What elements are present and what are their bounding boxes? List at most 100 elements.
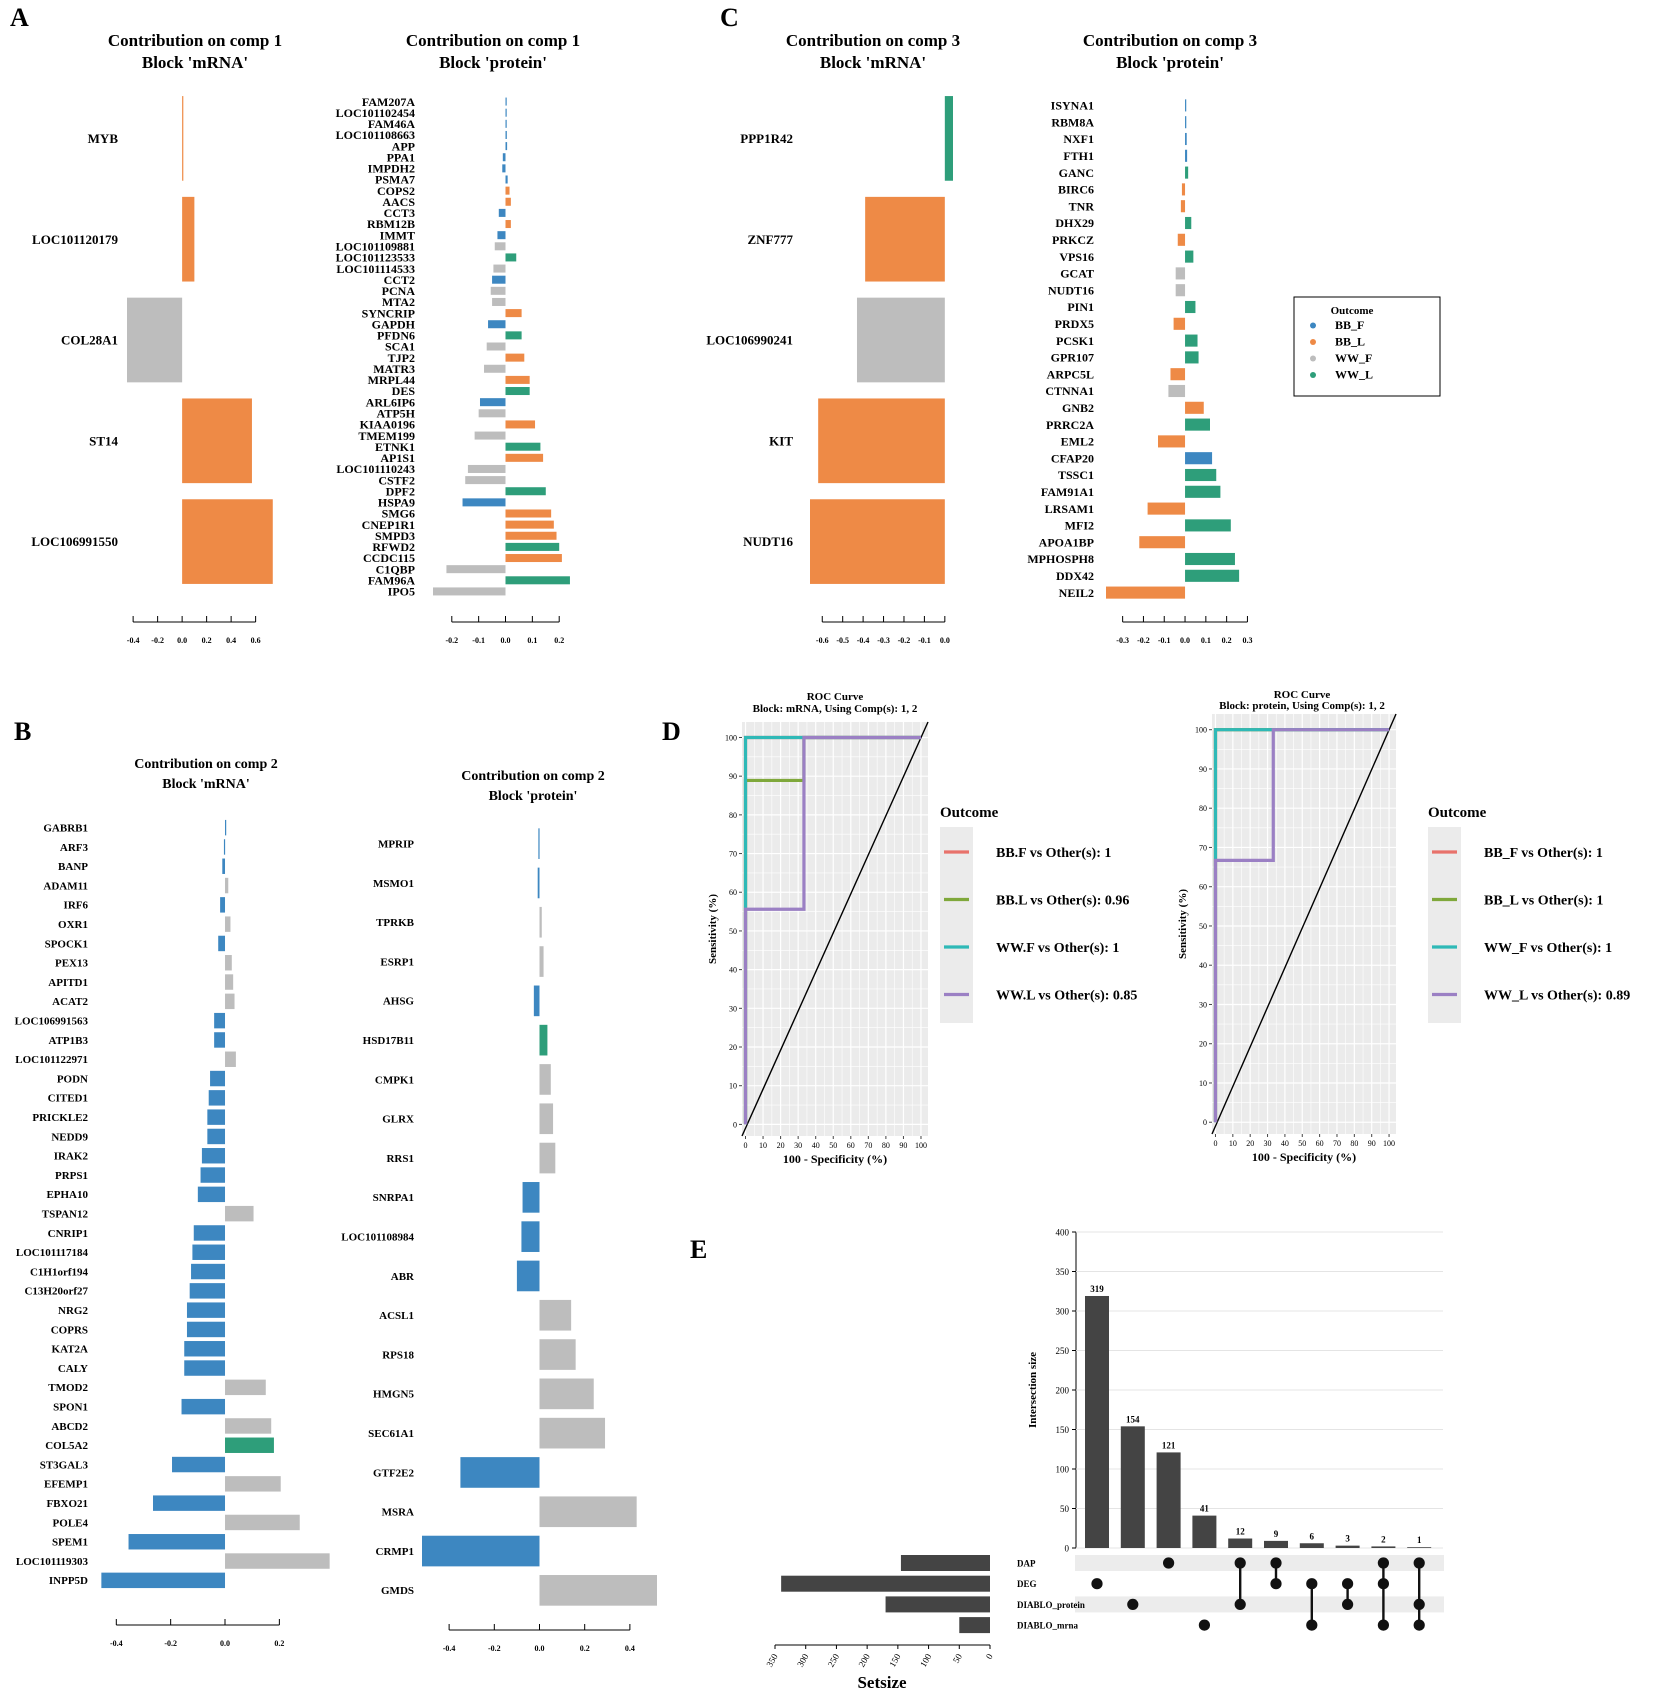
bar-label: PRRC2A — [1046, 418, 1094, 432]
bar-label: PRICKLE2 — [32, 1112, 88, 1124]
bar-label: PSMA7 — [375, 173, 415, 187]
y-tick-label: 80 — [729, 811, 737, 820]
bar-loc101110243 — [467, 464, 506, 473]
bar-hmgn5 — [539, 1378, 594, 1410]
bar-snrpa1 — [522, 1182, 540, 1213]
x-tick-label: -0.4 — [443, 1644, 456, 1653]
matrix-dot — [1306, 1578, 1318, 1590]
x-tick-label: -0.2 — [488, 1644, 501, 1653]
bar-label: EFEMP1 — [44, 1479, 88, 1491]
bar-myb — [182, 96, 184, 181]
bar-kit — [818, 398, 945, 484]
legend-label: WW.L vs Other(s): 0.85 — [996, 989, 1137, 1004]
bar-label: BIRC6 — [1058, 183, 1094, 197]
y-tick-label: 400 — [1056, 1228, 1070, 1238]
legend-label: WW_F vs Other(s): 1 — [1484, 941, 1612, 956]
x-tick-label: 0.0 — [940, 636, 950, 645]
bar-ccdc115 — [505, 554, 562, 563]
x-tick-label: -0.2 — [151, 636, 164, 645]
chart-B-mrna: Contribution on comp 2 Block 'mRNA' GABRB1… — [15, 757, 330, 1648]
bar-label: APOA1BP — [1039, 535, 1094, 549]
bar-mphosph8 — [1185, 552, 1235, 566]
bar-rrs1 — [539, 1142, 556, 1174]
set-label: DIABLO_protein — [1017, 1600, 1085, 1610]
intersection-value-label: 319 — [1090, 1284, 1104, 1294]
bar-label: TNR — [1069, 199, 1095, 213]
bar-dhx29 — [1185, 216, 1192, 230]
bar-label: RPS18 — [382, 1349, 414, 1361]
bar-label: LOC101117184 — [16, 1247, 89, 1259]
bar-tjp2 — [505, 353, 525, 362]
bar-epha10 — [197, 1186, 226, 1203]
bar-syncrip — [505, 309, 522, 318]
bar-abr — [516, 1260, 540, 1292]
intersection-bar — [1156, 1452, 1181, 1548]
bar-label: SEC61A1 — [368, 1428, 414, 1440]
x-tick-label: -0.2 — [445, 636, 458, 645]
y-tick-label: 20 — [1199, 1040, 1207, 1049]
y-tick-label: 50 — [1199, 922, 1207, 931]
bar-label: CTNNA1 — [1045, 384, 1094, 398]
matrix-dot — [1127, 1598, 1139, 1610]
legend-label: WW_L vs Other(s): 0.89 — [1484, 989, 1630, 1004]
bar-label: PEX13 — [55, 958, 89, 970]
bar-ppa1 — [502, 153, 506, 162]
bar-label: CRMP1 — [376, 1546, 415, 1558]
bar-label: MPRIP — [378, 839, 414, 851]
y-tick-label: 50 — [729, 927, 737, 936]
panel-label-a: A — [10, 3, 29, 32]
bar-label: IPO5 — [388, 585, 415, 599]
bar-label: SCA1 — [385, 340, 415, 354]
x-tick-label: 20 — [777, 1141, 785, 1150]
y-tick-label: 80 — [1199, 804, 1207, 813]
bar-label: GCAT — [1060, 267, 1094, 281]
bar-label: MRPL44 — [368, 373, 415, 387]
bar-label: CNRIP1 — [48, 1228, 88, 1240]
panel-label-d: D — [662, 717, 681, 746]
bar-arl6ip6 — [479, 398, 506, 407]
y-tick-label: 100 — [1195, 726, 1207, 735]
bar-label: COL28A1 — [61, 333, 118, 348]
intersection-bar — [1264, 1540, 1288, 1548]
chart-e-upset: 0 50 100 150 200 250 300 350 400 Intersection siz… — [764, 1228, 1444, 1692]
matrix-dot — [1377, 1557, 1389, 1569]
bar-label: RRS1 — [386, 1153, 414, 1165]
panel-label-e: E — [690, 1235, 707, 1264]
legend-box — [1293, 296, 1441, 397]
bar-rfwd2 — [505, 542, 560, 551]
bar-label: AP1S1 — [380, 451, 415, 465]
bar-label: ABCD2 — [51, 1421, 88, 1433]
bar-rbm12b — [505, 220, 511, 229]
y-axis-title: Sensitivity (%) — [707, 894, 719, 964]
bar-loc106991563 — [214, 1012, 226, 1029]
bar-label: CMPK1 — [375, 1074, 414, 1086]
legend-key-background — [940, 827, 973, 1023]
panel-label-b: B — [14, 717, 31, 746]
y-tick-label: 50 — [1060, 1504, 1070, 1514]
x-tick-label: 80 — [1350, 1139, 1358, 1148]
x-tick-label: -0.4 — [110, 1639, 123, 1648]
matrix-dot — [1342, 1598, 1354, 1610]
panel-label-c: C — [720, 3, 739, 32]
x-tick-label: 40 — [812, 1141, 820, 1150]
bar-label: SNRPA1 — [373, 1192, 414, 1204]
intersection-bar — [1371, 1546, 1396, 1548]
bar-label: NRG2 — [58, 1305, 88, 1317]
bar-nedd9 — [207, 1128, 226, 1145]
x-tick-label: 0.0 — [501, 636, 511, 645]
bar-label: COPRS — [51, 1324, 88, 1336]
intersection-value-label: 12 — [1236, 1527, 1246, 1537]
charts-layer: Contribution on comp 1 Block 'mRNA' MYB LOC… — [15, 31, 1631, 1692]
bar-sca1 — [486, 342, 506, 351]
y-tick-label: 20 — [729, 1043, 737, 1052]
bar-dpf2 — [505, 487, 546, 496]
bar-pin1 — [1185, 300, 1196, 314]
bar-gmds — [539, 1575, 657, 1606]
y-tick-label: 30 — [1199, 1000, 1207, 1009]
bar-label: PFDN6 — [377, 329, 415, 343]
bar-ahsg — [533, 985, 540, 1017]
bar-label: MATR3 — [373, 362, 415, 376]
chart-title: Block 'protein' — [439, 53, 547, 72]
bar-label: RFWD2 — [372, 540, 415, 554]
x-tick-label: 0.4 — [226, 636, 236, 645]
